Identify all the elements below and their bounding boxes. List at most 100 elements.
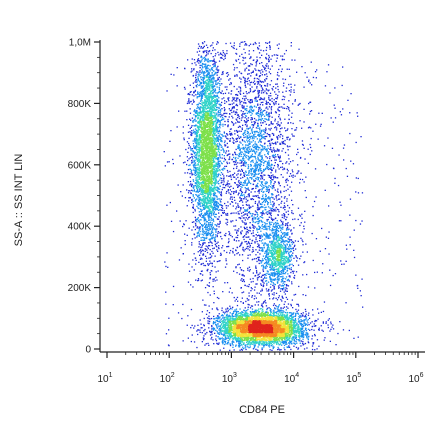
event-point bbox=[279, 310, 282, 312]
event-point bbox=[209, 219, 211, 221]
event-point bbox=[257, 276, 259, 279]
event-point bbox=[282, 176, 284, 178]
event-point bbox=[199, 244, 201, 246]
event-point bbox=[289, 255, 292, 257]
event-point bbox=[249, 206, 251, 208]
event-point bbox=[266, 272, 268, 275]
event-point bbox=[193, 114, 195, 116]
event-point bbox=[222, 114, 224, 116]
event-point bbox=[201, 258, 203, 260]
event-point bbox=[250, 111, 252, 113]
event-point bbox=[246, 210, 248, 212]
event-point bbox=[241, 139, 244, 141]
event-point bbox=[257, 125, 260, 127]
event-point bbox=[261, 235, 264, 237]
event-point bbox=[290, 340, 292, 343]
event-point bbox=[228, 92, 230, 94]
event-point bbox=[266, 83, 269, 85]
event-point bbox=[285, 90, 287, 92]
event-point bbox=[252, 140, 254, 142]
event-point bbox=[257, 154, 260, 156]
event-point bbox=[232, 341, 234, 343]
event-point bbox=[259, 84, 261, 86]
event-point bbox=[280, 285, 282, 287]
event-point bbox=[239, 174, 242, 176]
event-point bbox=[283, 287, 285, 290]
event-point bbox=[193, 221, 195, 223]
event-point bbox=[246, 184, 248, 186]
event-point bbox=[295, 127, 298, 129]
event-point bbox=[252, 250, 255, 252]
event-point bbox=[203, 264, 205, 267]
event-point bbox=[228, 175, 230, 177]
event-point bbox=[270, 167, 272, 169]
event-point bbox=[307, 286, 310, 288]
event-point bbox=[265, 167, 267, 169]
event-point bbox=[301, 217, 303, 219]
event-point bbox=[277, 154, 279, 156]
event-point bbox=[199, 71, 201, 73]
event-point bbox=[196, 134, 198, 136]
event-point bbox=[216, 143, 219, 145]
event-point bbox=[271, 221, 273, 223]
event-point bbox=[287, 346, 289, 348]
event-point bbox=[197, 218, 199, 220]
event-point bbox=[195, 168, 197, 170]
event-point bbox=[268, 190, 270, 192]
event-point bbox=[203, 73, 205, 75]
event-point bbox=[255, 127, 258, 129]
event-point bbox=[263, 213, 265, 215]
event-point bbox=[291, 342, 293, 345]
event-point bbox=[180, 247, 182, 249]
event-point bbox=[260, 230, 262, 232]
event-point bbox=[226, 162, 229, 165]
event-point bbox=[258, 344, 260, 346]
event-point bbox=[230, 93, 232, 95]
event-point bbox=[231, 122, 234, 124]
event-point bbox=[260, 203, 262, 205]
event-point bbox=[266, 53, 268, 55]
event-point bbox=[245, 161, 247, 164]
event-point bbox=[232, 96, 234, 99]
event-point bbox=[332, 121, 334, 123]
event-point bbox=[193, 233, 196, 236]
event-point bbox=[201, 224, 203, 227]
event-point bbox=[219, 121, 221, 123]
event-point bbox=[243, 140, 245, 142]
event-point bbox=[332, 328, 335, 330]
event-point bbox=[261, 178, 264, 180]
event-point bbox=[244, 344, 246, 346]
event-point bbox=[195, 174, 198, 176]
event-point bbox=[217, 202, 219, 204]
event-point bbox=[195, 224, 197, 226]
event-point bbox=[184, 110, 186, 112]
event-point bbox=[233, 107, 235, 109]
event-point bbox=[219, 114, 221, 116]
event-point bbox=[242, 124, 244, 126]
event-point bbox=[283, 306, 286, 308]
event-point bbox=[249, 143, 251, 145]
event-point bbox=[246, 144, 248, 146]
event-point bbox=[236, 97, 238, 99]
event-point bbox=[266, 162, 269, 164]
event-point bbox=[260, 122, 262, 124]
event-point bbox=[223, 97, 225, 99]
event-point bbox=[238, 240, 240, 242]
event-point bbox=[230, 220, 232, 222]
event-point bbox=[290, 250, 292, 253]
event-point bbox=[259, 166, 261, 168]
event-point bbox=[279, 290, 282, 292]
event-point bbox=[222, 212, 224, 214]
event-point bbox=[209, 257, 212, 259]
event-point bbox=[266, 213, 269, 215]
event-point bbox=[305, 323, 307, 325]
event-point bbox=[210, 216, 212, 218]
event-point bbox=[205, 333, 207, 335]
event-point bbox=[185, 220, 187, 222]
event-point bbox=[265, 256, 267, 258]
event-point bbox=[261, 223, 264, 226]
event-point bbox=[275, 60, 278, 62]
event-point bbox=[205, 226, 207, 228]
event-point bbox=[245, 86, 247, 88]
event-point bbox=[225, 310, 227, 312]
